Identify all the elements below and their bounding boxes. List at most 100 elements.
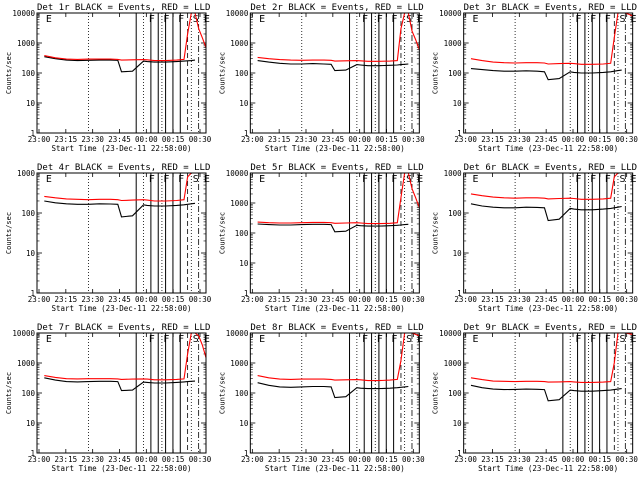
- flag-marker: E: [417, 174, 423, 185]
- y-tick-label: 10: [26, 249, 36, 258]
- events-series-line: [44, 377, 196, 392]
- y-tick-label: 10000: [226, 9, 249, 18]
- flag-marker: E: [259, 334, 265, 345]
- y-axis-label: Counts/sec: [432, 52, 440, 94]
- x-tick-label: 23:45: [108, 455, 131, 464]
- x-tick-label: 00:00: [135, 295, 158, 304]
- flag-marker: F: [149, 14, 155, 25]
- x-axis-label: Start Time (23-Dec-11 22:58:00): [478, 464, 618, 473]
- flag-marker: F: [605, 14, 611, 25]
- flag-marker: F: [362, 14, 368, 25]
- y-axis-label: Counts/sec: [218, 212, 226, 254]
- x-tick-label: 23:30: [295, 295, 318, 304]
- x-axis-label: Start Time (23-Dec-11 22:58:00): [52, 464, 192, 473]
- flag-marker: E: [204, 174, 210, 185]
- y-tick-label: 100: [21, 69, 35, 78]
- x-tick-label: 00:15: [589, 455, 612, 464]
- flag-marker: S: [619, 174, 625, 185]
- chart-panel: Det 9r BLACK = Events, RED = LLD Counts/s…: [432, 323, 639, 473]
- y-tick-label: 1000: [17, 169, 36, 178]
- flag-marker: S: [406, 334, 412, 345]
- x-tick-label: 00:00: [562, 295, 585, 304]
- flag-marker: F: [605, 334, 611, 345]
- chart-title: Det 6r BLACK = Events, RED = LLD: [464, 163, 637, 173]
- flag-marker: F: [149, 334, 155, 345]
- y-tick-label: 100: [235, 229, 249, 238]
- chart-panel: Det 5r BLACK = Events, RED = LLD Counts/s…: [218, 163, 425, 313]
- x-tick-label: 23:15: [481, 455, 504, 464]
- flag-marker: S: [406, 174, 412, 185]
- flag-marker: E: [473, 14, 479, 25]
- y-tick-label: 10: [26, 99, 36, 108]
- flag-marker: F: [178, 334, 184, 345]
- chart-panel: Det 3r BLACK = Events, RED = LLD Counts/s…: [432, 3, 639, 153]
- y-tick-label: 1: [457, 289, 462, 298]
- y-axis-label: Counts/sec: [432, 372, 440, 414]
- flag-marker: F: [575, 14, 581, 25]
- y-tick-label: 1000: [17, 359, 36, 368]
- x-tick-label: 23:00: [241, 135, 264, 144]
- x-tick-label: 23:45: [108, 295, 131, 304]
- x-tick-label: 23:30: [81, 135, 104, 144]
- flag-marker: F: [362, 174, 368, 185]
- x-tick-label: 00:15: [375, 455, 398, 464]
- y-tick-label: 10: [239, 259, 249, 268]
- x-tick-label: 23:00: [454, 135, 477, 144]
- flag-marker: E: [204, 334, 210, 345]
- plot-frame: [36, 12, 207, 134]
- flag-marker: E: [46, 174, 52, 185]
- y-tick-label: 1: [30, 129, 35, 138]
- x-tick-label: 00:30: [402, 135, 425, 144]
- y-tick-label: 1000: [17, 39, 36, 48]
- plot-frame: [463, 172, 634, 294]
- y-tick-label: 100: [21, 389, 35, 398]
- y-tick-label: 10000: [12, 329, 35, 338]
- flag-marker: F: [178, 14, 184, 25]
- x-tick-label: 23:15: [55, 135, 78, 144]
- events-series-line: [470, 203, 622, 222]
- y-tick-label: 10: [453, 419, 463, 428]
- y-tick-label: 10000: [439, 9, 462, 18]
- x-axis-label: Start Time (23-Dec-11 22:58:00): [478, 144, 618, 153]
- x-tick-label: 23:30: [508, 295, 531, 304]
- x-tick-label: 00:30: [615, 135, 638, 144]
- y-tick-label: 1000: [230, 359, 249, 368]
- x-tick-label: 23:15: [481, 295, 504, 304]
- x-tick-label: 23:30: [508, 135, 531, 144]
- x-tick-label: 23:00: [454, 295, 477, 304]
- flag-marker: F: [149, 174, 155, 185]
- x-tick-label: 23:00: [241, 455, 264, 464]
- chart-title: Det 2r BLACK = Events, RED = LLD: [250, 3, 423, 13]
- y-tick-label: 10: [453, 99, 463, 108]
- x-tick-label: 23:00: [28, 295, 51, 304]
- y-tick-label: 1: [457, 129, 462, 138]
- x-tick-label: 23:45: [108, 135, 131, 144]
- y-tick-label: 100: [448, 209, 462, 218]
- flag-marker: E: [46, 334, 52, 345]
- flag-marker: E: [417, 334, 423, 345]
- x-tick-label: 00:15: [162, 135, 185, 144]
- flag-marker: E: [417, 14, 423, 25]
- y-axis-label: Counts/sec: [5, 52, 13, 94]
- plot-frame: [249, 12, 420, 134]
- chart-panel: Det 6r BLACK = Events, RED = LLD Counts/s…: [432, 163, 639, 313]
- chart-panel: Det 4r BLACK = Events, RED = LLD Counts/s…: [5, 163, 212, 313]
- x-tick-label: 00:00: [348, 455, 371, 464]
- chart-title: Det 9r BLACK = Events, RED = LLD: [464, 323, 637, 333]
- flag-marker: F: [575, 174, 581, 185]
- y-tick-label: 10: [239, 419, 249, 428]
- x-tick-label: 23:15: [481, 135, 504, 144]
- x-tick-label: 23:15: [268, 135, 291, 144]
- y-axis-label: Counts/sec: [432, 212, 440, 254]
- flag-marker: F: [590, 174, 596, 185]
- plot-frame: [463, 12, 634, 134]
- flag-marker: S: [193, 14, 199, 25]
- flag-marker: F: [391, 174, 397, 185]
- y-axis-label: Counts/sec: [5, 372, 13, 414]
- x-tick-label: 00:30: [189, 295, 212, 304]
- x-tick-label: 00:30: [402, 455, 425, 464]
- x-tick-label: 23:30: [81, 455, 104, 464]
- chart-title: Det 5r BLACK = Events, RED = LLD: [250, 163, 423, 173]
- y-tick-label: 10: [239, 99, 249, 108]
- x-tick-label: 00:15: [589, 295, 612, 304]
